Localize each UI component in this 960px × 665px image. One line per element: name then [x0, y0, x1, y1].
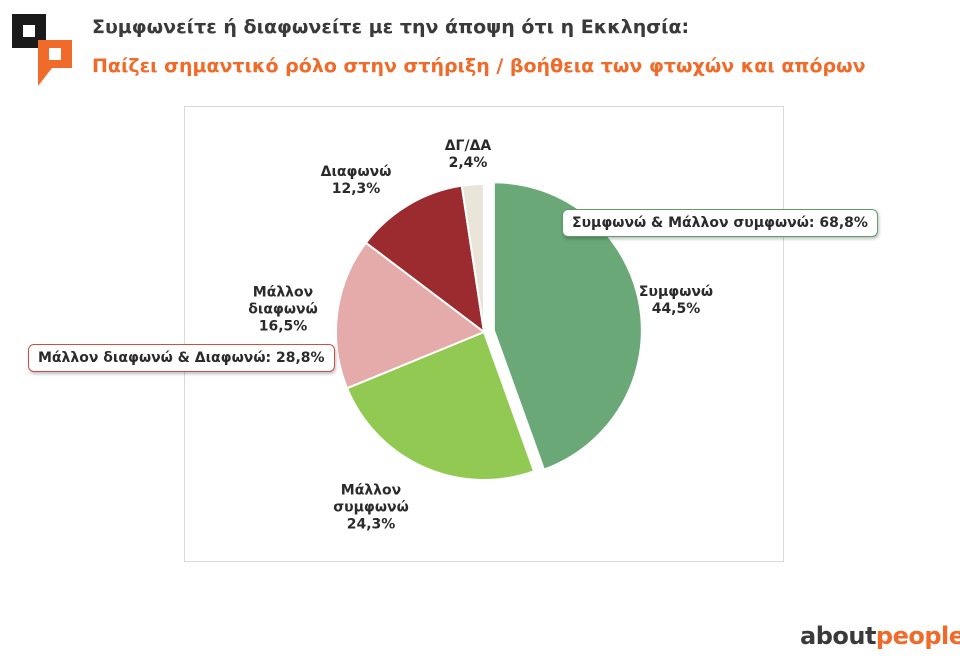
- slice-label-4: Διαφωνώ 12,3%: [320, 164, 392, 197]
- slice-label-5: ΔΓ/ΔΑ 2,4%: [444, 138, 492, 171]
- pie-slice-4: [364, 184, 486, 335]
- aboutpeople-logo-icon: [12, 14, 72, 86]
- brand-wordmark: aboutpeople: [800, 622, 960, 650]
- agree-total-callout: Συμφωνώ & Μάλλον συμφωνώ: 68,8%: [562, 209, 878, 237]
- page-title: Συμφωνείτε ή διαφωνείτε με την άποψη ότι…: [92, 16, 690, 38]
- slice-label-2: Μάλλον συμφωνώ 24,3%: [333, 482, 409, 533]
- brand-part-about: about: [800, 622, 876, 650]
- brand-part-people: people: [875, 622, 960, 650]
- pie-slice-2: [345, 330, 536, 481]
- slice-label-3: Μάλλον διαφωνώ 16,5%: [248, 284, 318, 335]
- pie-slice-5: [460, 182, 485, 333]
- disagree-total-callout: Μάλλον διαφωνώ & Διαφωνώ: 28,8%: [28, 344, 335, 372]
- pie-slice-3: [335, 241, 487, 390]
- pie-slice-1: [492, 181, 643, 471]
- slice-label-1: Συμφωνώ 44,5%: [638, 284, 714, 317]
- page-subtitle: Παίζει σημαντικό ρόλο στην στήριξη / βοή…: [92, 55, 866, 77]
